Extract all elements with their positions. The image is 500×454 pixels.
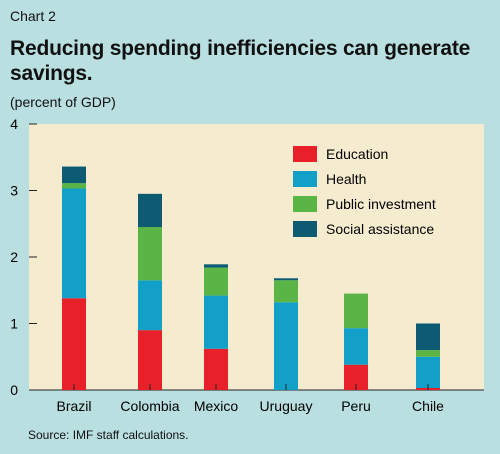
chart-label: Chart 2 (10, 8, 56, 24)
legend-swatch-education (293, 146, 317, 162)
x-tick-label: Chile (412, 398, 444, 414)
legend-label-health: Health (326, 171, 366, 187)
bar-segment-health-chile (416, 356, 440, 389)
bar-segment-public-investment-mexico (204, 267, 228, 296)
bar-segment-health-mexico (204, 295, 228, 349)
bar-segment-education-mexico (204, 348, 228, 390)
bar-segment-social-assistance-uruguay (274, 278, 298, 281)
y-tick-label: 2 (10, 249, 18, 265)
bar-segment-social-assistance-brazil (62, 166, 86, 184)
y-tick-label: 0 (10, 382, 18, 398)
bar-segment-health-peru (344, 328, 368, 365)
x-tick-label: Peru (341, 398, 371, 414)
bar-segment-public-investment-brazil (62, 183, 86, 189)
x-tick-label: Uruguay (260, 398, 313, 414)
x-tick-label: Mexico (194, 398, 239, 414)
legend-label-education: Education (326, 146, 388, 162)
chart-title: Reducing spending inefficiencies can gen… (10, 37, 471, 85)
bar-segment-health-brazil (62, 188, 86, 299)
bar-segment-social-assistance-colombia (138, 193, 162, 228)
chart-subtitle: (percent of GDP) (10, 94, 116, 110)
x-tick-label: Brazil (56, 398, 91, 414)
bar-segment-social-assistance-mexico (204, 264, 228, 268)
bar-segment-public-investment-peru (344, 293, 368, 329)
bar-segment-education-brazil (62, 298, 86, 390)
bar-segment-health-uruguay (274, 302, 298, 390)
source-note: Source: IMF staff calculations. (28, 428, 189, 442)
legend-label-public-investment: Public investment (326, 196, 436, 212)
legend-swatch-public-investment (293, 196, 317, 212)
bar-segment-public-investment-colombia (138, 227, 162, 281)
y-tick-label: 3 (10, 183, 18, 199)
bar-segment-social-assistance-chile (416, 323, 440, 351)
bar-segment-education-colombia (138, 330, 162, 390)
y-tick-label: 1 (10, 316, 18, 332)
x-tick-label: Colombia (120, 398, 179, 414)
plot-area (29, 124, 484, 390)
legend-swatch-health (293, 171, 317, 187)
bar-segment-health-colombia (138, 280, 162, 331)
legend-swatch-social-assistance (293, 221, 317, 237)
bar-segment-public-investment-uruguay (274, 280, 298, 303)
y-tick-label: 4 (10, 116, 18, 132)
legend-label-social-assistance: Social assistance (326, 221, 434, 237)
bar-segment-public-investment-chile (416, 350, 440, 357)
